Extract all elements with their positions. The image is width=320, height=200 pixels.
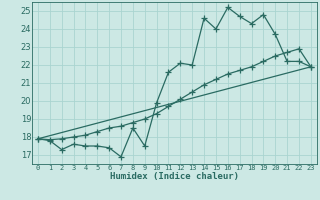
X-axis label: Humidex (Indice chaleur): Humidex (Indice chaleur) (110, 172, 239, 181)
